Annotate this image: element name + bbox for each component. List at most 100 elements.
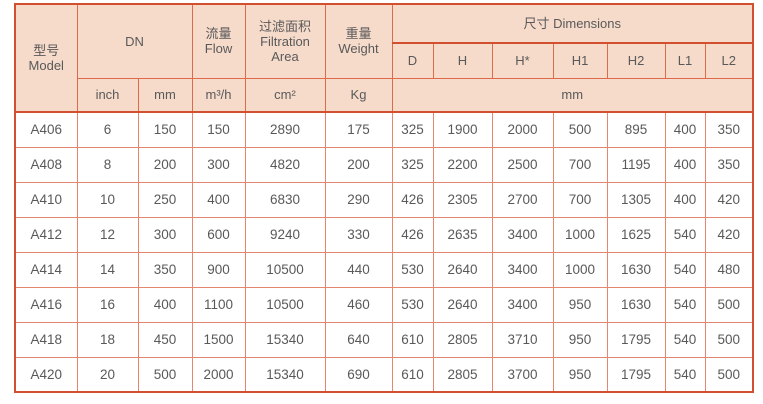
cell-dn-mm: 250: [137, 181, 193, 218]
cell-dn-inch: 8: [76, 146, 139, 183]
cell-dim-l1: 400: [664, 111, 706, 148]
cell-model: A414: [14, 251, 78, 288]
cell-dim-l2: 480: [704, 251, 754, 288]
cell-weight: 640: [324, 321, 393, 358]
cell-dim-l2: 420: [704, 181, 754, 218]
cell-dim-l1: 400: [664, 181, 706, 218]
cell-dim-h1: 700: [552, 181, 608, 218]
cell-dn-mm: 450: [137, 321, 193, 358]
header-dim-h2: H2: [606, 42, 666, 79]
cell-dim-h: 2305: [432, 181, 493, 218]
cell-dim-hstar: 3700: [491, 356, 554, 393]
cell-area: 2890: [244, 111, 326, 148]
cell-flow: 900: [191, 251, 246, 288]
cell-dim-d: 325: [391, 146, 434, 183]
cell-dim-hstar: 2000: [491, 111, 554, 148]
cell-dim-l1: 540: [664, 356, 706, 393]
cell-dim-d: 426: [391, 181, 434, 218]
header-filtration-area: 过滤面积 Filtration Area: [244, 3, 326, 79]
cell-dim-d: 325: [391, 111, 434, 148]
header-dim-h1: H1: [552, 42, 608, 79]
cell-dim-h1: 950: [552, 321, 608, 358]
cell-dim-l1: 400: [664, 146, 706, 183]
table-row: A414 14 350 900 10500 440 530 2640 3400 …: [14, 251, 754, 288]
cell-area: 10500: [244, 251, 326, 288]
cell-weight: 200: [324, 146, 393, 183]
cell-dim-h: 2805: [432, 321, 493, 358]
cell-dim-h1: 500: [552, 111, 608, 148]
unit-inch: inch: [76, 77, 139, 113]
cell-dim-hstar: 3400: [491, 216, 554, 253]
cell-dim-h: 2640: [432, 286, 493, 323]
cell-dim-h: 2635: [432, 216, 493, 253]
header-dimensions: 尺寸 Dimensions: [391, 3, 754, 44]
cell-dn-mm: 200: [137, 146, 193, 183]
cell-dim-h2: 1630: [606, 251, 666, 288]
table-row: A408 8 200 300 4820 200 325 2200 2500 70…: [14, 146, 754, 183]
cell-flow: 300: [191, 146, 246, 183]
cell-dim-h2: 1625: [606, 216, 666, 253]
header-area-zh: 过滤面积: [258, 18, 311, 34]
header-dim-hstar: H*: [491, 42, 554, 79]
cell-dim-h: 2805: [432, 356, 493, 393]
cell-dim-l2: 500: [704, 286, 754, 323]
cell-dn-mm: 350: [137, 251, 193, 288]
cell-dim-h2: 1305: [606, 181, 666, 218]
cell-dim-l1: 540: [664, 216, 706, 253]
table-row: A418 18 450 1500 15340 640 610 2805 3710…: [14, 321, 754, 358]
table-row: A410 10 250 400 6830 290 426 2305 2700 7…: [14, 181, 754, 218]
cell-dn-inch: 18: [76, 321, 139, 358]
cell-dn-mm: 150: [137, 111, 193, 148]
cell-dim-l2: 350: [704, 111, 754, 148]
header-dim-l1: L1: [664, 42, 706, 79]
cell-dim-l2: 500: [704, 356, 754, 393]
header-model: 型号 Model: [14, 3, 78, 113]
unit-area: cm²: [244, 77, 326, 113]
cell-model: A410: [14, 181, 78, 218]
cell-dn-inch: 14: [76, 251, 139, 288]
cell-dim-h2: 1630: [606, 286, 666, 323]
cell-dim-h: 2200: [432, 146, 493, 183]
cell-dim-h2: 1795: [606, 321, 666, 358]
cell-weight: 690: [324, 356, 393, 393]
cell-flow: 1100: [191, 286, 246, 323]
cell-weight: 460: [324, 286, 393, 323]
table-body: A406 6 150 150 2890 175 325 1900 2000 50…: [14, 111, 754, 393]
cell-dim-l1: 540: [664, 321, 706, 358]
header-weight: 重量 Weight: [324, 3, 393, 79]
cell-model: A418: [14, 321, 78, 358]
unit-flow: m³/h: [191, 77, 246, 113]
cell-weight: 175: [324, 111, 393, 148]
cell-dim-hstar: 3710: [491, 321, 554, 358]
cell-flow: 600: [191, 216, 246, 253]
cell-area: 6830: [244, 181, 326, 218]
cell-model: A408: [14, 146, 78, 183]
cell-dn-mm: 500: [137, 356, 193, 393]
cell-flow: 400: [191, 181, 246, 218]
cell-dim-h1: 700: [552, 146, 608, 183]
header-flow: 流量 Flow: [191, 3, 246, 79]
header-model-en: Model: [28, 58, 64, 73]
cell-dim-h1: 950: [552, 286, 608, 323]
cell-dn-inch: 10: [76, 181, 139, 218]
cell-dim-h: 2640: [432, 251, 493, 288]
cell-weight: 290: [324, 181, 393, 218]
table-row: A416 16 400 1100 10500 460 530 2640 3400…: [14, 286, 754, 323]
header-dn: DN: [76, 3, 193, 79]
header-area-en2: Area: [271, 48, 299, 64]
header-dim-d: D: [391, 42, 434, 79]
header-model-zh: 型号: [33, 43, 60, 58]
cell-dn-inch: 12: [76, 216, 139, 253]
cell-dim-h1: 1000: [552, 216, 608, 253]
cell-dn-mm: 400: [137, 286, 193, 323]
cell-dim-h1: 1000: [552, 251, 608, 288]
cell-dn-inch: 16: [76, 286, 139, 323]
cell-dn-mm: 300: [137, 216, 193, 253]
cell-area: 10500: [244, 286, 326, 323]
cell-dim-hstar: 3400: [491, 286, 554, 323]
cell-dim-h: 1900: [432, 111, 493, 148]
cell-dim-h2: 895: [606, 111, 666, 148]
cell-dim-l1: 540: [664, 251, 706, 288]
cell-weight: 330: [324, 216, 393, 253]
unit-dims-mm: mm: [391, 77, 754, 113]
